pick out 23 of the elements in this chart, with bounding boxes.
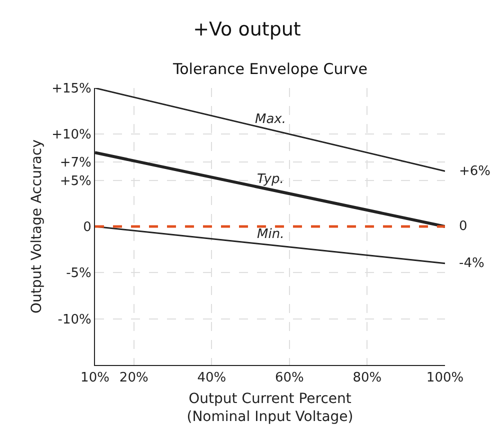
x-tick-label: 10%	[80, 370, 110, 386]
y-axis-title: Output Voltage Accuracy	[29, 140, 46, 314]
series-label: Min.	[257, 227, 284, 242]
y-tick-label: +10%	[52, 128, 92, 143]
series-label: Typ.	[257, 172, 284, 187]
data-label: -4%	[459, 256, 484, 271]
x-tick-label: 40%	[197, 370, 226, 386]
data-label: +6%	[459, 164, 491, 179]
chart-subtitle: Tolerance Envelope Curve	[172, 60, 368, 78]
y-tick-label: +15%	[52, 82, 92, 97]
series-label: Max.	[255, 112, 286, 127]
y-tick-label: +7%	[60, 155, 92, 170]
y-tick-label: 0	[83, 220, 92, 236]
x-tick-label: 20%	[119, 370, 148, 386]
chart-title: +Vo output	[193, 18, 301, 40]
y-tick-label: -5%	[66, 266, 92, 282]
x-tick-label: 100%	[426, 370, 464, 386]
y-tick-label: +5%	[60, 174, 92, 189]
data-label: 0	[459, 219, 468, 234]
x-axis-title: Output Current Percent (Nominal Input Voltage)	[186, 390, 354, 426]
x-tick-label: 60%	[274, 370, 304, 386]
y-tick-label: -10%	[58, 312, 92, 328]
x-tick-label: 80%	[352, 370, 382, 386]
